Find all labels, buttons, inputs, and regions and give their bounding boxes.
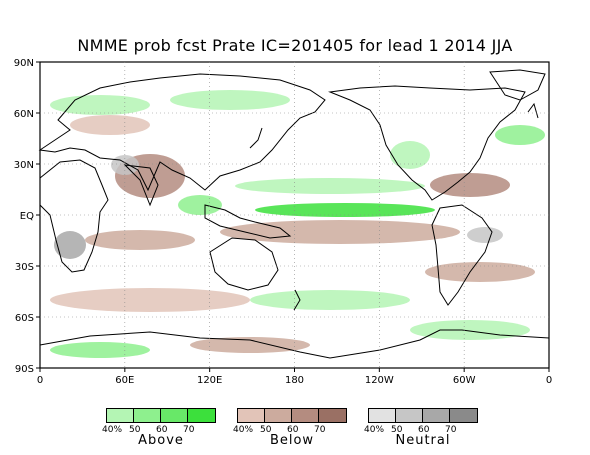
legend-neutral-swatch-0 [369, 409, 396, 422]
lat-label-60N: 60N [14, 109, 34, 120]
legend-neutral-tick-3: 70 [445, 425, 457, 435]
legend-neutral-swatches [368, 408, 478, 423]
lat-label-90S: 90S [15, 364, 34, 375]
legend-below-tick-2: 60 [287, 425, 299, 435]
lon-label-180-3: 180 [285, 375, 304, 386]
lat-label-30S: 30S [15, 262, 34, 273]
legend-neutral: 40% 50 60 70 Neutral [364, 408, 478, 448]
below-atlantic [430, 173, 510, 197]
legend-above-tick-2: 60 [156, 425, 168, 435]
lon-label-120E-2: 120E [197, 375, 222, 386]
legend-above-swatch-2 [161, 409, 188, 422]
below-antarctic-rim [190, 337, 310, 353]
legend-below: 40% 50 60 70 Below [233, 408, 347, 448]
below-south-atlantic [425, 262, 535, 282]
legend-neutral-swatch-2 [423, 409, 450, 422]
coast-antarctica [39, 329, 550, 359]
legend-below-label: Below [269, 433, 315, 448]
lon-label-60W-5: 60W [453, 375, 476, 386]
lon-label-0-0: 0 [37, 375, 43, 386]
legend-below-tick-1: 50 [260, 425, 272, 435]
coast-uk [527, 102, 539, 119]
coast-eurasia [38, 73, 326, 192]
legend-below-swatch-2 [292, 409, 319, 422]
lat-label-90N: 90N [14, 58, 34, 69]
map-title: NMME prob fcst Prate IC=201405 for lead … [77, 36, 513, 55]
below-south-pacific [220, 220, 460, 244]
legend-below-swatch-1 [265, 409, 292, 422]
legend-below-tick-0: 40% [233, 425, 254, 435]
legend-above-swatch-3 [188, 409, 215, 422]
above-north-pacific [235, 178, 425, 194]
coast-australia [209, 237, 279, 291]
above-siberia [170, 90, 290, 110]
legend-neutral-tick-1: 50 [391, 425, 403, 435]
below-southern-ocean [50, 288, 250, 312]
neutral-south-america [467, 227, 503, 243]
legend-above-tick-3: 70 [183, 425, 195, 435]
below-indian-south [85, 230, 195, 250]
coast-nz [293, 289, 301, 311]
above-antarctic-indian [50, 342, 150, 358]
legend-neutral-swatch-3 [450, 409, 477, 422]
coast-south-america [431, 204, 493, 306]
legend-below-swatch-3 [319, 409, 346, 422]
legend-below-tick-3: 70 [314, 425, 326, 435]
coastlines [38, 69, 550, 359]
above-north-america [390, 141, 430, 169]
legend-below-swatches [237, 408, 347, 423]
lon-label-120W-4: 120W [365, 375, 394, 386]
probability-fields [50, 90, 545, 358]
above-equatorial-band [255, 203, 435, 217]
above-south-pacific [250, 290, 410, 310]
legend-above: 40% 50 60 70 Above [102, 408, 216, 448]
coast-india [123, 164, 159, 207]
legend-neutral-label: Neutral [395, 433, 451, 448]
legend-neutral-swatch-1 [396, 409, 423, 422]
legend-above-tick-0: 40% [102, 425, 123, 435]
legend-above-tick-1: 50 [129, 425, 141, 435]
legend-above-swatch-0 [107, 409, 134, 422]
legend-above-label: Above [138, 433, 184, 448]
legend-above-swatches [106, 408, 216, 423]
neutral-south-africa [54, 231, 86, 259]
coast-greenland [489, 69, 546, 101]
coast-north-america [328, 85, 526, 201]
coast-africa [39, 159, 109, 273]
legend-below-swatch-0 [238, 409, 265, 422]
legend-neutral-tick-0: 40% [364, 425, 385, 435]
lat-label-EQ: EQ [20, 211, 34, 222]
lon-label-60E-1: 60E [115, 375, 134, 386]
above-maritime [178, 195, 222, 215]
legend-above-swatch-1 [134, 409, 161, 422]
coast-japan [249, 127, 263, 149]
lat-label-30N: 30N [14, 160, 34, 171]
above-antarctic-atlantic [410, 320, 530, 340]
below-europe [70, 115, 150, 135]
above-north-atlantic [495, 125, 545, 145]
lon-label-0-6: 0 [546, 375, 552, 386]
coast-indonesia [204, 204, 292, 239]
lat-label-60S: 60S [15, 313, 34, 324]
legend-neutral-tick-2: 60 [418, 425, 430, 435]
